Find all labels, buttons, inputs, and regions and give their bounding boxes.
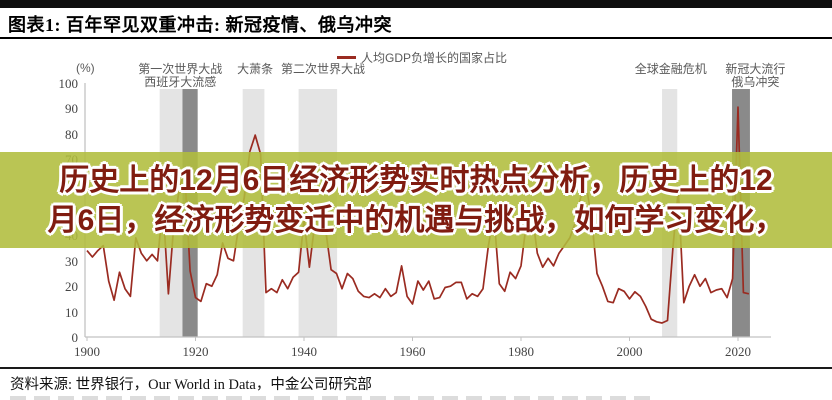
y-tick-label: 30 [65,253,78,269]
source-divider [0,367,832,369]
title-divider [0,37,832,39]
y-tick-label: 90 [65,101,78,117]
x-tick-label: 1900 [74,344,100,359]
x-tick-label: 1920 [182,344,209,359]
event-annotation: 第一次世界大战 西班牙大流感 [100,63,260,89]
y-tick-label: 10 [65,304,78,320]
event-annotation-line: 全球金融危机 [634,62,707,76]
y-tick-label: 20 [65,279,78,295]
series-line [86,106,750,324]
headline-text-line2: 月6日，经济形势变迁中的机遇与挑战，如何学习变化， [47,204,785,237]
event-annotation: 第二次世界大战 [243,63,403,76]
legend-label: 人均GDP负增长的国家占比 [361,51,508,65]
x-tick-label: 1980 [508,344,534,359]
event-annotation-line: 西班牙大流感 [144,75,217,89]
y-axis-unit-label: (%) [76,61,95,75]
x-tick-label: 2020 [725,344,751,359]
x-tick-label: 1940 [291,344,317,359]
event-annotation-line: 大萧条 [237,62,274,76]
top-black-bar [0,0,832,8]
headline-overlay-banner: 历史上的12月6日经济形势实时热点分析，历史上的12 月6日，经济形势变迁中的机… [0,152,832,248]
legend: 人均GDP负增长的国家占比 [337,49,507,66]
event-annotation: 大萧条 [175,63,335,76]
y-tick-label: 100 [58,76,79,91]
source-note: 资料来源: 世界银行，Our World in Data，中金公司研究部 [10,377,372,393]
x-tick-label: 1960 [399,344,426,359]
y-tick-label: 0 [71,330,79,345]
y-tick-label: 80 [65,126,78,142]
event-annotation: 新冠大流行 俄乌冲突 [675,63,832,89]
x-tick-label: 2000 [616,344,643,359]
event-annotation-line: 第二次世界大战 [280,62,365,76]
headline-text-line1: 历史上的12月6日经济形势实时热点分析，历史上的12 [59,164,773,197]
event-annotation-line: 俄乌冲突 [731,75,780,89]
cutoff-text-strip [10,396,650,400]
event-annotation-line: 第一次世界大战 [138,62,223,76]
event-annotation: 全球金融危机 [591,63,751,76]
figure-title: 图表1: 百年罕见双重冲击: 新冠疫情、俄乌冲突 [8,15,392,35]
legend-line-swatch [337,56,356,59]
event-annotation-line: 新冠大流行 [725,62,786,76]
